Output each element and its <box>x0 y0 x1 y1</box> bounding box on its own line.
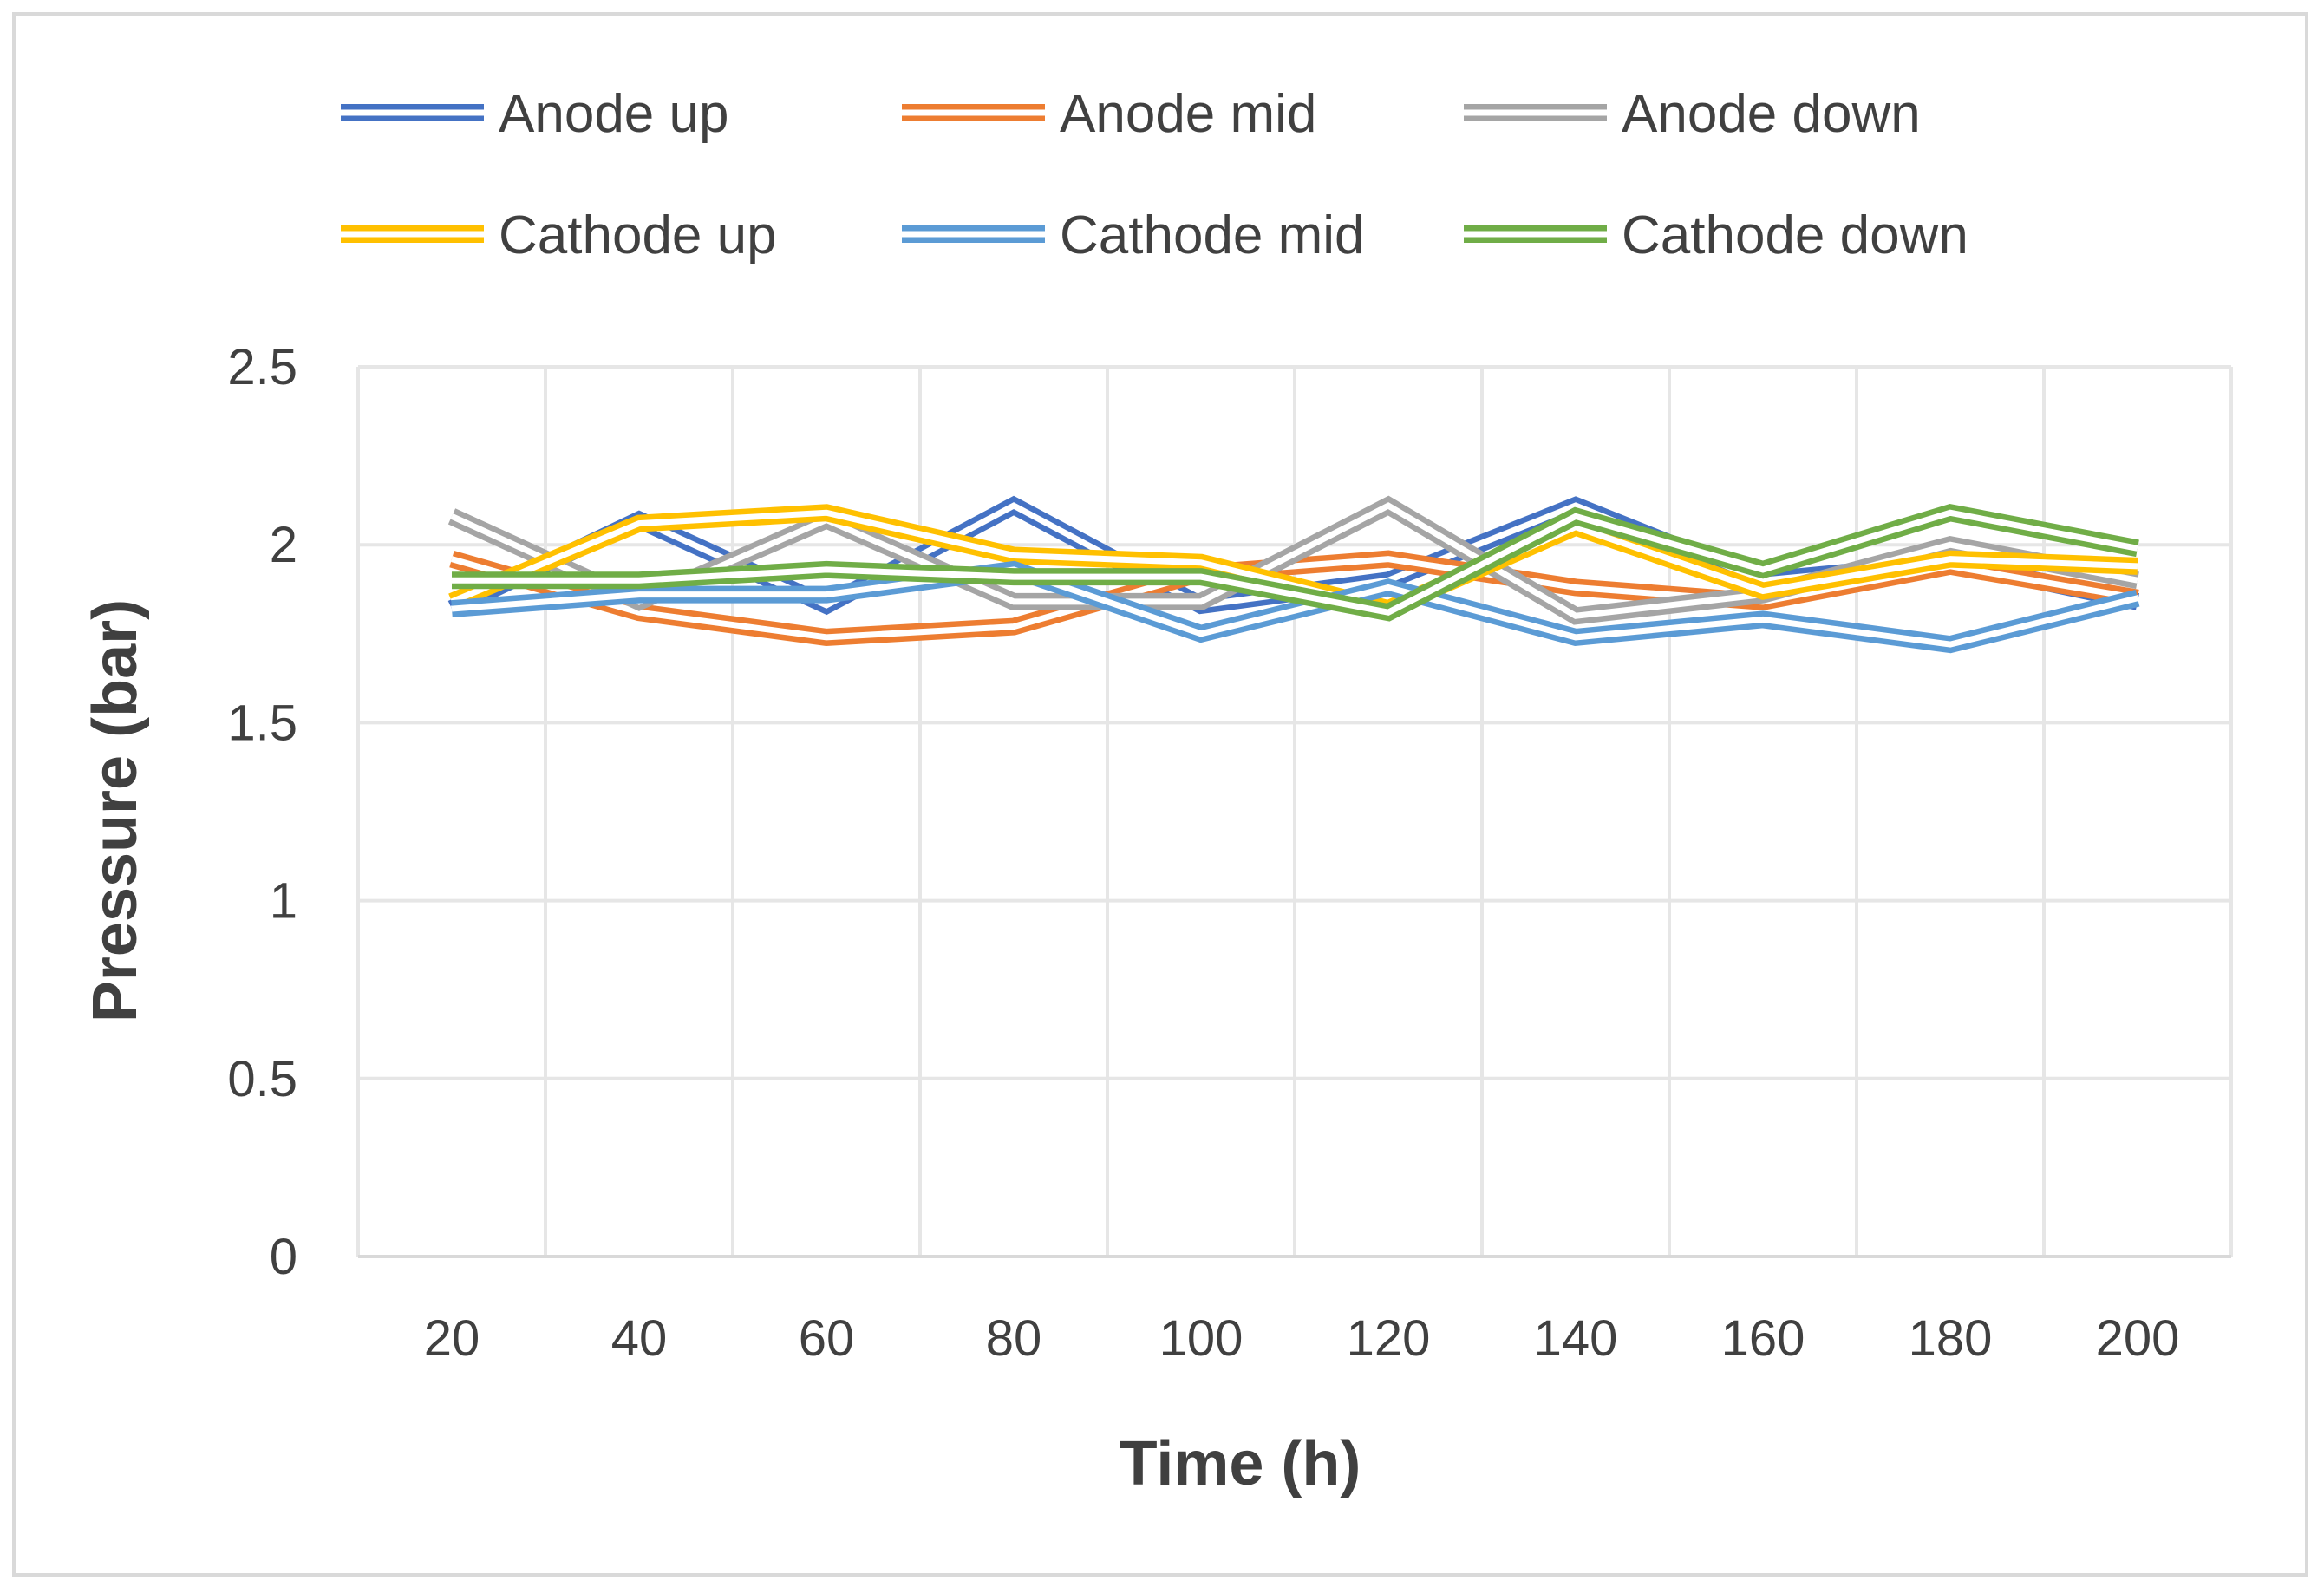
series-line-inner <box>452 509 2138 616</box>
y-tick-label: 2.5 <box>227 339 297 395</box>
x-tick-label: 200 <box>2096 1310 2180 1367</box>
y-axis-title: Pressure (bar) <box>81 599 150 1022</box>
x-tick-label: 60 <box>799 1310 855 1367</box>
legend-label: Anode down <box>1622 84 1921 144</box>
x-tick-label: 40 <box>611 1310 668 1367</box>
x-tick-label: 20 <box>424 1310 480 1367</box>
y-axis-ticks: 0 0.5 1 1.5 2 2.5 <box>227 339 297 1285</box>
x-tick-label: 80 <box>986 1310 1042 1367</box>
series-line-inner <box>450 509 2138 612</box>
legend-item: Anode down <box>1464 84 1921 144</box>
chart-frame <box>12 12 2308 1577</box>
series-line-inner <box>451 556 2138 641</box>
series-cathode-up <box>448 504 2138 618</box>
x-tick-label: 120 <box>1347 1310 1431 1367</box>
series-lines <box>447 495 2140 654</box>
legend-item: Anode up <box>341 84 728 144</box>
legend-item: Anode mid <box>902 84 1316 144</box>
x-tick-label: 140 <box>1534 1310 1618 1367</box>
legend-label: Cathode mid <box>1060 206 1365 265</box>
gridlines <box>356 365 2233 1258</box>
legend-item: Cathode down <box>1464 206 1968 265</box>
legend-label: Anode mid <box>1060 84 1316 144</box>
x-tick-label: 180 <box>1909 1310 1993 1367</box>
y-tick-label: 1.5 <box>227 695 297 751</box>
y-tick-label: 0.5 <box>227 1051 297 1107</box>
legend-label: Cathode up <box>499 206 777 265</box>
x-tick-label: 100 <box>1159 1310 1244 1367</box>
series-cathode-down <box>451 503 2139 622</box>
legend-label: Anode up <box>499 84 728 144</box>
x-axis-title: Time (h) <box>1120 1429 1361 1498</box>
legend: Anode up Anode mid Anode down Cathode up Cat… <box>341 84 1968 265</box>
y-tick-label: 1 <box>270 873 297 930</box>
series-line-inner <box>451 566 2138 648</box>
x-tick-label: 160 <box>1721 1310 1805 1367</box>
legend-item: Cathode up <box>341 206 777 265</box>
y-tick-label: 0 <box>270 1229 297 1285</box>
legend-item: Cathode mid <box>902 206 1365 265</box>
x-axis-ticks: 20 40 60 80 100 120 140 160 180 200 <box>424 1310 2180 1367</box>
legend-label: Cathode down <box>1622 206 1968 265</box>
y-tick-label: 2 <box>270 517 297 573</box>
